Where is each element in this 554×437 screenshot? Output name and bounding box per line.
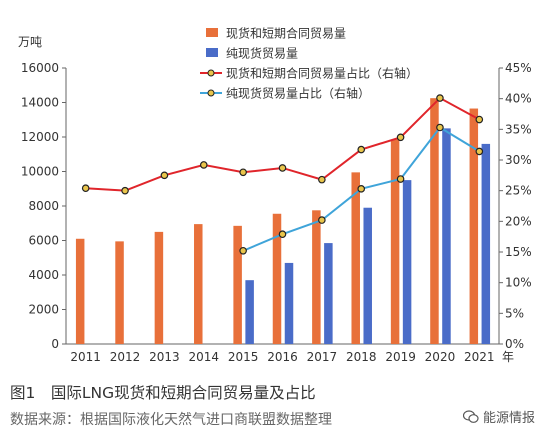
bar [312,210,321,344]
bar [481,143,491,344]
left-tick-label: 4000 [28,268,59,282]
data-point [436,123,444,132]
left-tick-label: 16000 [21,61,59,75]
x-tick-label: 2012 [110,350,141,364]
bar [245,280,254,344]
data-point [475,115,484,124]
x-tick-label: 2020 [425,350,456,364]
data-point [436,94,444,102]
data-point [318,216,326,224]
right-tick-label: 20% [505,214,532,228]
right-tick-label: 30% [505,153,532,167]
data-source: 数据来源：根据国际液化天然气进口商联盟数据整理 [10,412,332,428]
bar [75,238,85,344]
legend-marker [207,69,215,77]
data-point [81,184,90,193]
right-tick-label: 5% [505,306,524,320]
bar [154,231,164,344]
left-tick-label: 6000 [28,234,59,248]
x-tick-label: 2016 [267,350,298,364]
right-tick-label: 15% [505,245,532,259]
right-tick-label: 35% [505,122,532,136]
left-axis-unit: 万吨 [18,35,42,49]
legend-swatch [206,28,218,37]
data-point [199,161,208,169]
right-tick-label: 25% [505,184,532,198]
data-point [357,145,366,154]
bar [324,243,333,344]
x-tick-label: 2014 [188,350,219,364]
legend-label: 现货和短期合同贸易量占比（右轴） [226,66,418,81]
x-axis-unit: 年 [502,350,514,364]
x-tick-label: 2011 [70,350,101,364]
x-tick-label: 2021 [464,350,495,364]
figure-caption: 图1 国际LNG现货和短期合同贸易量及占比 [10,384,316,402]
series-line [85,96,480,192]
x-tick-label: 2017 [307,350,338,364]
data-point [396,175,405,183]
watermark: 能源情报 [463,407,535,426]
right-tick-label: 10% [505,276,532,290]
x-tick-label: 2015 [228,350,259,364]
data-point [318,175,326,184]
data-point [239,246,247,255]
legend-label: 现货和短期合同贸易量 [226,26,346,41]
data-point [278,164,287,172]
chart: 0 2000 4000 6000 8000 10000 12000 14000 16000 0% 5… [18,26,532,365]
legend-swatch [206,48,218,57]
bar [402,180,412,344]
watermark-text: 能源情报 [483,411,536,426]
x-tick-label: 2013 [149,350,180,364]
data-point [160,171,169,180]
bar [351,172,360,344]
bar [194,224,203,344]
x-tick-label: 2018 [346,350,377,364]
bar [272,213,282,344]
legend-marker [207,89,215,97]
legend-label: 纯现货贸易量占比（右轴） [226,86,370,101]
data-point [278,230,287,239]
data-point [121,186,129,195]
left-tick-label: 14000 [21,96,59,110]
bar [363,207,372,344]
x-tick-label: 2019 [385,350,416,364]
right-tick-label: 45% [505,61,532,75]
wechat-icon [463,409,479,423]
right-tick-label: 40% [505,92,532,106]
bar [390,139,400,344]
bar [115,241,124,344]
left-tick-label: 2000 [28,303,59,317]
data-point [357,185,366,193]
data-point [396,133,405,142]
left-tick-label: 12000 [21,130,59,144]
data-point [475,147,484,156]
left-tick-label: 10000 [21,165,59,179]
bar [469,108,479,344]
left-tick-label: 0 [51,337,59,351]
bar [233,225,242,344]
bar [430,98,439,344]
left-tick-label: 8000 [28,199,59,213]
legend-label: 纯现货贸易量 [226,46,298,61]
bar [442,128,451,344]
bar [284,262,294,344]
right-tick-label: 0% [505,337,524,351]
data-point [239,168,247,177]
